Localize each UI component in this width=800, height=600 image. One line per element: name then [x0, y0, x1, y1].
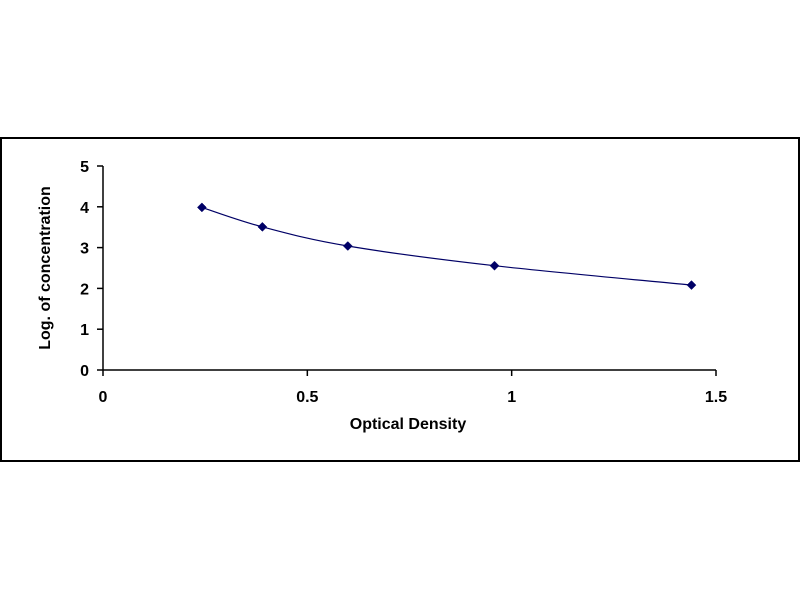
data-points-layer [197, 202, 697, 290]
data-point-diamond [686, 280, 697, 290]
x-tick-label: 0 [99, 389, 108, 406]
axes: 0 1 2 3 4 5 0 0.5 1 1.5 [80, 159, 727, 406]
x-axis-title: Optical Density [350, 416, 467, 433]
y-tick-label: 4 [80, 200, 89, 217]
y-tick-label: 5 [80, 159, 89, 176]
data-point-diamond [342, 241, 353, 251]
y-axis-title: Log. of concentration [37, 186, 54, 350]
x-tick-label: 1 [507, 389, 516, 406]
x-tick-label: 1.5 [705, 389, 727, 406]
data-point-diamond [257, 222, 268, 232]
y-tick-label: 3 [80, 241, 89, 258]
y-tick-label: 1 [80, 322, 89, 339]
chart-frame [0, 137, 800, 462]
y-tick-label: 0 [80, 363, 89, 380]
data-point-diamond [489, 260, 500, 271]
y-tick-label: 2 [80, 281, 89, 298]
x-tick-label: 0.5 [296, 389, 318, 406]
data-point-diamond [197, 202, 207, 213]
